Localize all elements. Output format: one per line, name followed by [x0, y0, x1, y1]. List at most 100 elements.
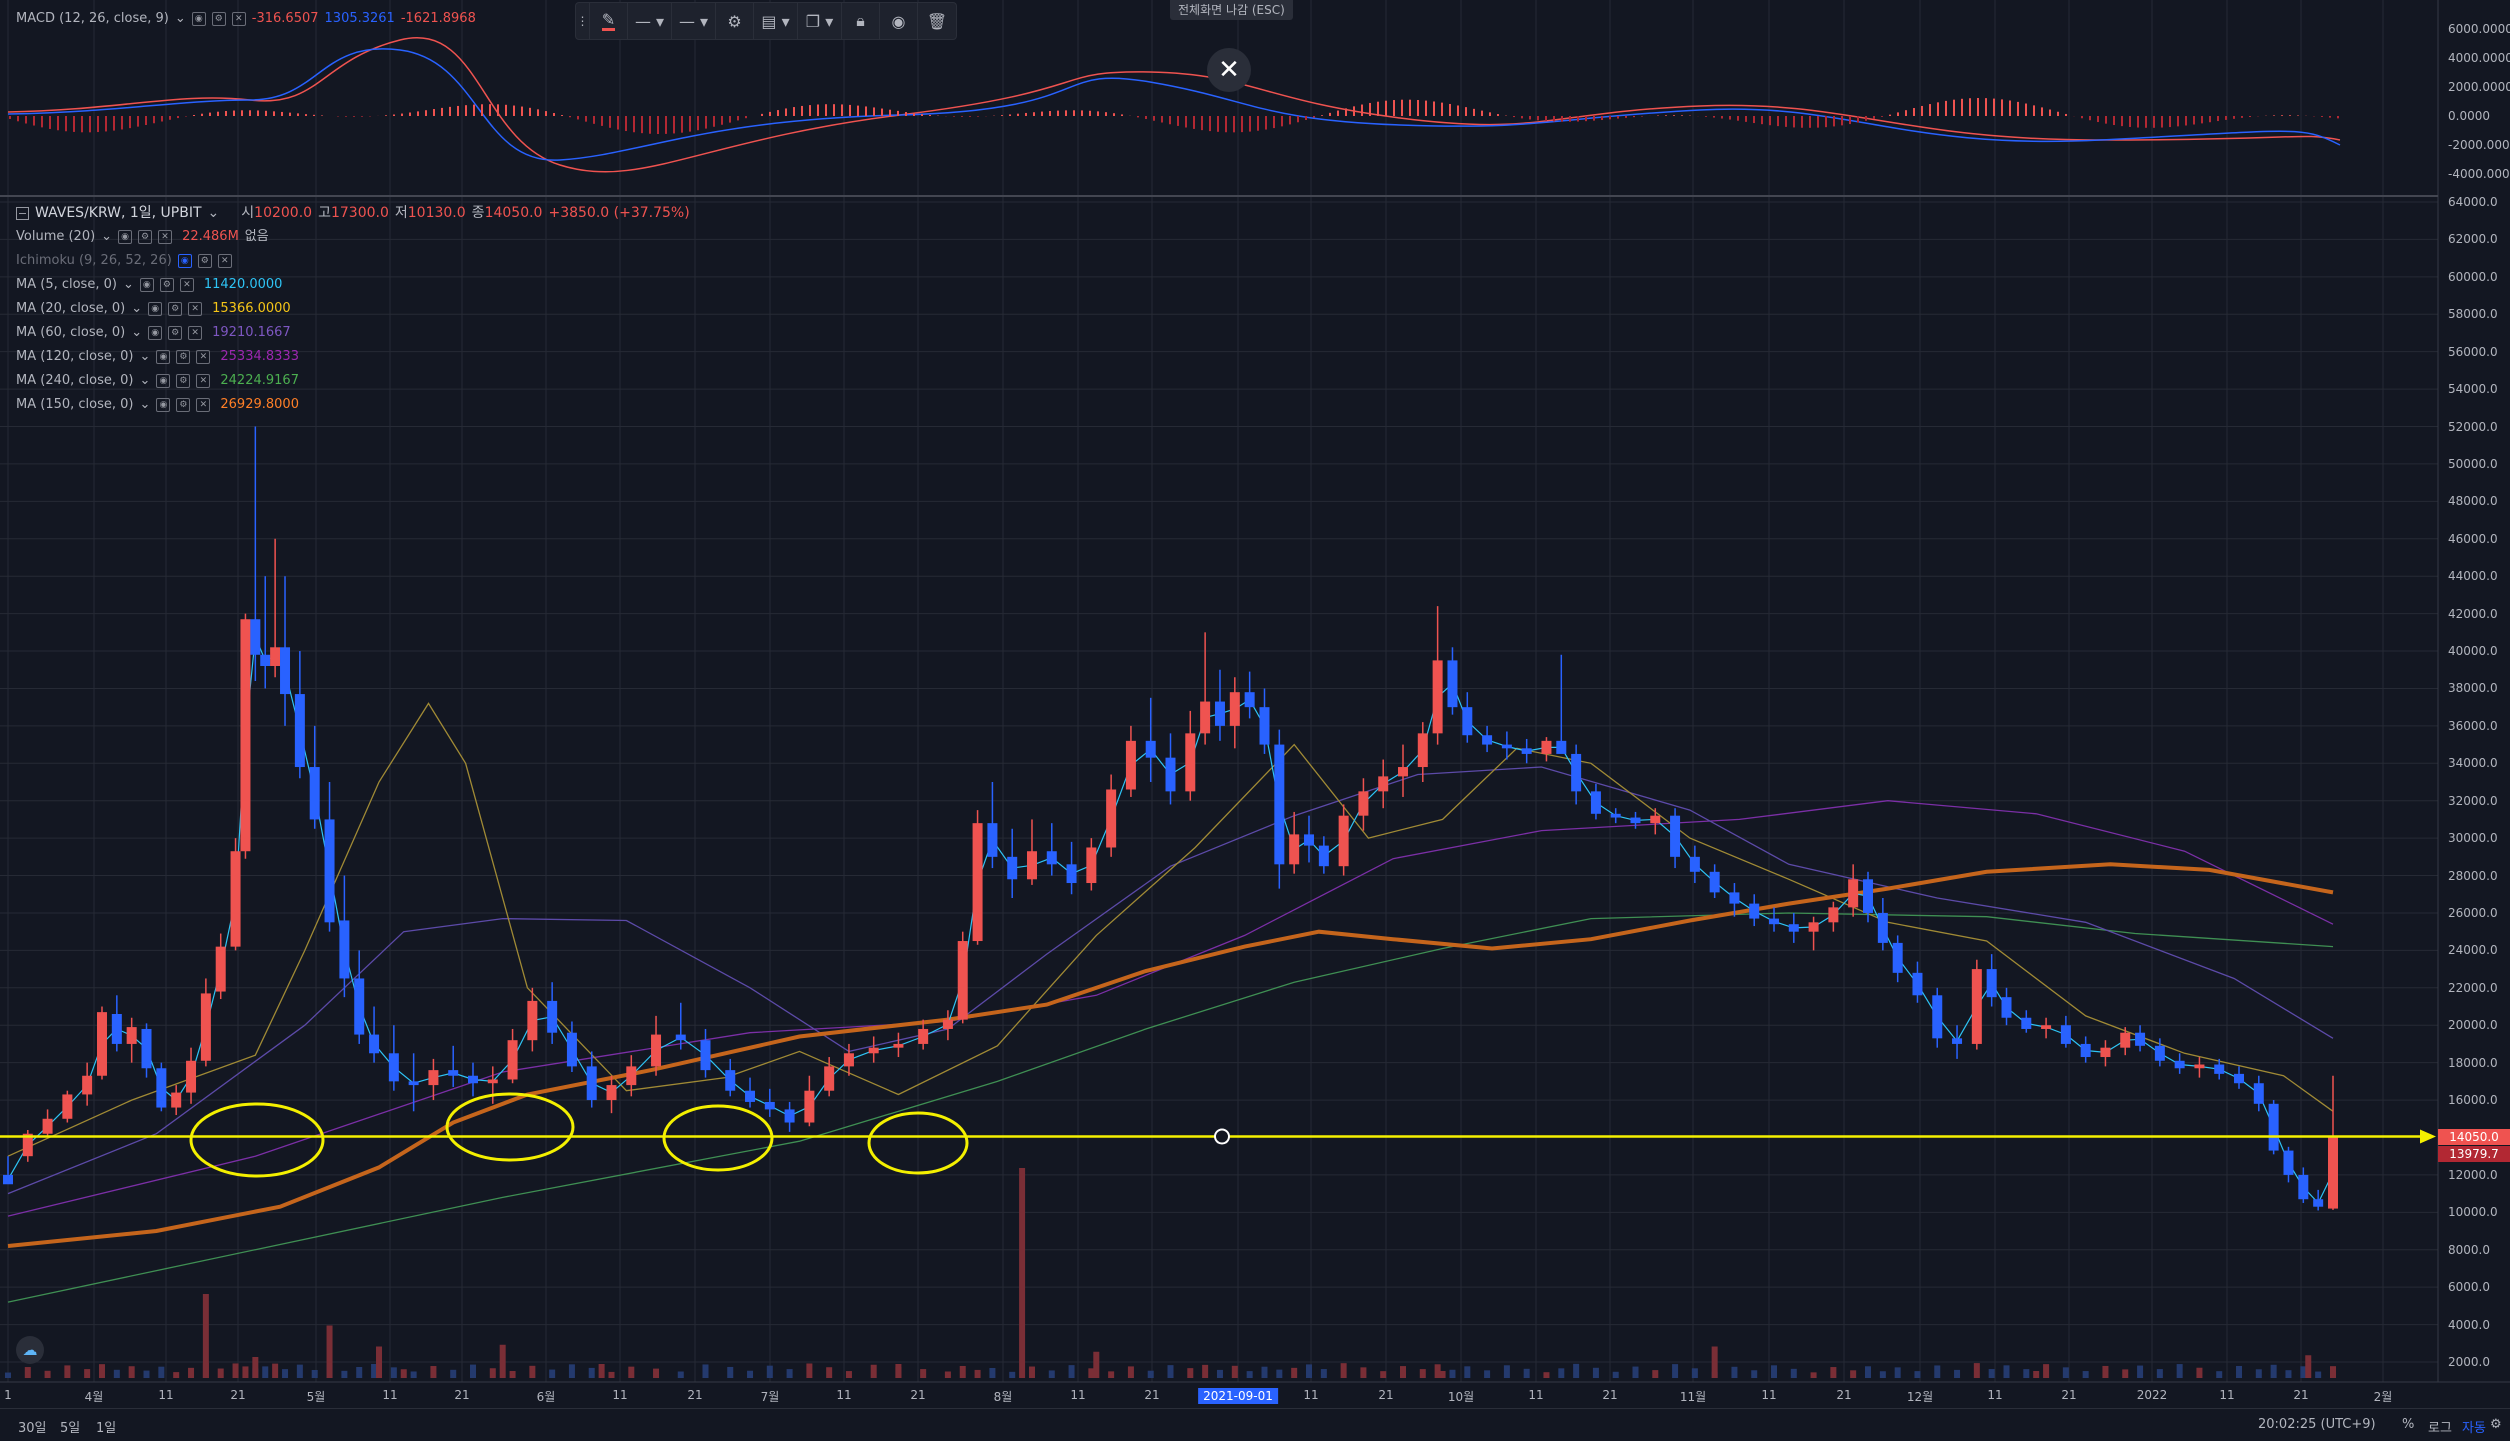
close-icon[interactable]: ✕ [217, 254, 232, 268]
close-icon[interactable]: ✕ [1207, 48, 1251, 92]
log-toggle[interactable]: 로그 [2428, 1421, 2452, 1436]
collapse-icon[interactable] [16, 206, 29, 220]
settings-icon[interactable]: ⚙ [211, 12, 226, 26]
footer-bar: 30일 5일 1일 20:02:25 (UTC+9) % 로그 자동 ⚙ [0, 1408, 2510, 1441]
chevron-down-icon[interactable]: ⌄ [207, 205, 220, 221]
settings-icon[interactable]: ⚙ [176, 350, 191, 364]
chevron-down-icon[interactable]: ⌄ [131, 325, 143, 340]
volume-bar [24, 1367, 31, 1378]
eye-icon[interactable]: ◉ [156, 374, 171, 388]
indicator-name[interactable]: MA (60, close, 0) [16, 325, 126, 340]
close-icon[interactable]: ✕ [196, 398, 211, 412]
timeframe-1d[interactable]: 1일 [96, 1421, 117, 1436]
close-icon[interactable]: ✕ [158, 230, 173, 244]
templates-icon[interactable]: ▤ ▾ [754, 3, 798, 39]
close-icon[interactable]: ✕ [196, 374, 211, 388]
line-width-icon[interactable]: — ▾ [672, 3, 716, 39]
settings-icon[interactable]: ⚙ [176, 398, 191, 412]
eye-icon[interactable]: ◉ [148, 302, 163, 316]
lock-icon[interactable]: 🔒︎ [842, 3, 880, 39]
eye-icon[interactable]: ◉ [880, 3, 918, 39]
candle-body [1749, 903, 1760, 919]
indicator-name[interactable]: MA (240, close, 0) [16, 373, 134, 388]
line-style-icon[interactable]: — ▾ [628, 3, 672, 39]
indicator-row[interactable]: MA (20, close, 0) ⌄ ◉ ⚙ ✕ 15366.0000 [16, 297, 696, 321]
indicator-row[interactable]: MA (60, close, 0) ⌄ ◉ ⚙ ✕ 19210.1667 [16, 321, 696, 345]
close-icon[interactable]: ✕ [188, 326, 203, 340]
eye-icon[interactable]: ◉ [118, 230, 133, 244]
eye-icon[interactable]: ◉ [191, 12, 206, 26]
symbol-title[interactable]: WAVES/KRW, 1일, UPBIT [35, 205, 202, 221]
volume-bar [2122, 1369, 2129, 1378]
pencil-icon[interactable]: ✎ [590, 3, 628, 39]
settings-icon[interactable]: ⚙ [168, 326, 183, 340]
settings-icon[interactable]: ⚙ [197, 254, 212, 268]
volume-bar [2300, 1366, 2307, 1378]
arrow-icon [2420, 1129, 2436, 1144]
close-icon[interactable]: ✕ [231, 12, 246, 26]
settings-icon[interactable]: ⚙ [176, 374, 191, 388]
indicator-name[interactable]: Ichimoku (9, 26, 52, 26) [16, 253, 172, 268]
exit-fullscreen-hint[interactable]: 전체화면 나감 (ESC) [1170, 0, 1293, 20]
time-tick: 2022 [2136, 1388, 2168, 1402]
chevron-down-icon[interactable]: ⌄ [139, 373, 151, 388]
eye-icon[interactable]: ◉ [177, 254, 192, 268]
volume-bar [410, 1371, 417, 1378]
volume-bar [1108, 1371, 1115, 1378]
eye-icon[interactable]: ◉ [156, 398, 171, 412]
candle-body [1214, 701, 1225, 726]
indicator-row[interactable]: MA (150, close, 0) ⌄ ◉ ⚙ ✕ 26929.8000 [16, 393, 696, 417]
chevron-down-icon[interactable]: ⌄ [139, 397, 151, 412]
candle-body [606, 1085, 617, 1101]
indicator-row[interactable]: Ichimoku (9, 26, 52, 26) ◉ ⚙ ✕ [16, 249, 696, 273]
chevron-down-icon[interactable]: ⌄ [101, 229, 113, 244]
close-icon[interactable]: ✕ [196, 350, 211, 364]
volume-bar [1261, 1366, 1268, 1378]
drag-handle-icon[interactable]: ⋮ [576, 3, 590, 39]
volume-bar [1276, 1369, 1283, 1378]
volume-bar [1771, 1365, 1778, 1378]
settings-icon[interactable]: ⚙ [159, 278, 174, 292]
macd-title[interactable]: MACD (12, 26, close, 9) [16, 11, 169, 26]
eye-icon[interactable]: ◉ [148, 326, 163, 340]
close-icon[interactable]: ✕ [179, 278, 194, 292]
chevron-down-icon[interactable]: ⌄ [139, 349, 151, 364]
settings-icon[interactable]: ⚙ [168, 302, 183, 316]
volume-bar [2043, 1364, 2050, 1378]
indicator-name[interactable]: MA (120, close, 0) [16, 349, 134, 364]
clone-icon[interactable]: ❐ ▾ [798, 3, 842, 39]
eye-icon[interactable]: ◉ [156, 350, 171, 364]
timeframe-5d[interactable]: 5일 [60, 1421, 81, 1436]
candle-body [1462, 707, 1473, 736]
indicator-name[interactable]: MA (20, close, 0) [16, 301, 126, 316]
last-price-tag: 14050.0 [2438, 1129, 2510, 1145]
close-icon[interactable]: ✕ [188, 302, 203, 316]
chevron-down-icon[interactable]: ⌄ [122, 277, 134, 292]
clock[interactable]: 20:02:25 (UTC+9) [2258, 1417, 2376, 1432]
volume-bar [282, 1369, 289, 1378]
settings-icon[interactable]: ⚙ [716, 3, 754, 39]
auto-toggle[interactable]: 자동 [2462, 1421, 2486, 1436]
trash-icon[interactable]: 🗑︎ [926, 11, 948, 31]
indicator-name[interactable]: MA (5, close, 0) [16, 277, 117, 292]
annotations [0, 1092, 2436, 1178]
indicator-row[interactable]: MA (240, close, 0) ⌄ ◉ ⚙ ✕ 24224.9167 [16, 369, 696, 393]
logo-icon[interactable]: ☁ [16, 1336, 44, 1364]
chevron-down-icon[interactable]: ⌄ [174, 11, 186, 26]
second-price-tag: 13979.7 [2438, 1146, 2510, 1162]
candle-body [675, 1034, 686, 1041]
eye-icon[interactable]: ◉ [139, 278, 154, 292]
percent-toggle[interactable]: % [2402, 1417, 2415, 1432]
candle-body [294, 694, 305, 768]
indicator-row[interactable]: MA (120, close, 0) ⌄ ◉ ⚙ ✕ 25334.8333 [16, 345, 696, 369]
indicator-row[interactable]: Volume (20) ⌄ ◉ ⚙ ✕ 22.486M 없음 [16, 225, 696, 249]
indicator-name[interactable]: MA (150, close, 0) [16, 397, 134, 412]
settings-icon[interactable]: ⚙ [2490, 1417, 2502, 1432]
indicator-row[interactable]: MA (5, close, 0) ⌄ ◉ ⚙ ✕ 11420.0000 [16, 273, 696, 297]
timeframe-30d[interactable]: 30일 [18, 1421, 47, 1436]
volume-bar [341, 1370, 348, 1378]
settings-icon[interactable]: ⚙ [138, 230, 153, 244]
chevron-down-icon[interactable]: ⌄ [131, 301, 143, 316]
indicator-name[interactable]: Volume (20) [16, 229, 96, 244]
